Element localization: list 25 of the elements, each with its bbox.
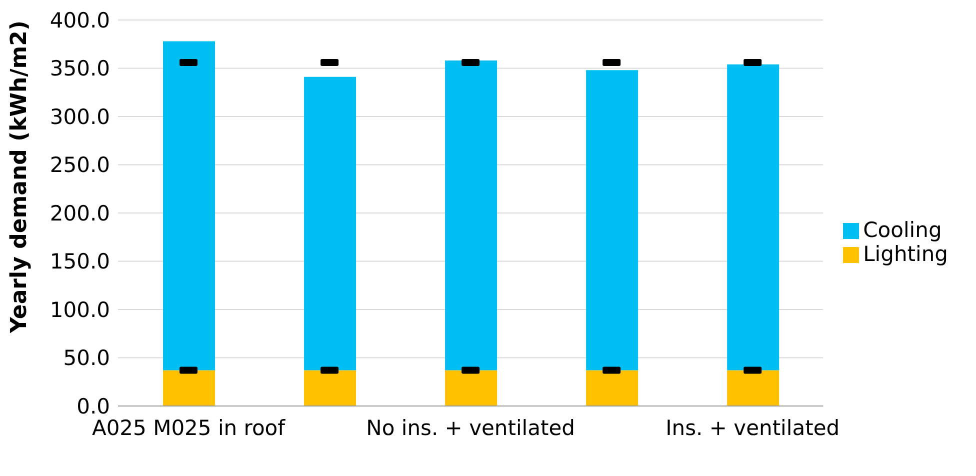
bar — [304, 76, 356, 370]
bar — [445, 370, 498, 406]
legend-label: Cooling — [863, 218, 942, 242]
bar — [163, 41, 215, 370]
bar — [727, 370, 780, 406]
bar — [586, 70, 638, 370]
y-tick-label: 100.0 — [50, 298, 110, 322]
bar — [304, 370, 356, 406]
y-tick-label: 0.0 — [76, 394, 110, 418]
x-tick-label: A025 M025 in roof — [92, 416, 286, 440]
bar — [163, 370, 215, 406]
y-tick-label: 350.0 — [50, 56, 110, 81]
y-tick-label: 150.0 — [50, 250, 110, 274]
bar — [727, 64, 780, 370]
y-tick-label: 300.0 — [50, 104, 110, 129]
x-tick-label: No ins. + ventilated — [366, 416, 575, 440]
bar — [445, 60, 498, 370]
y-tick-label: 400.0 — [50, 8, 110, 32]
y-axis-title: Yearly demand (kWh/m2) — [6, 20, 32, 334]
y-tick-label: 200.0 — [50, 201, 110, 226]
bar — [586, 370, 638, 406]
y-tick-label: 50.0 — [63, 346, 110, 370]
y-tick-label: 250.0 — [50, 153, 110, 178]
legend-label: Lighting — [863, 242, 948, 266]
x-tick-label: Ins. + ventilated — [666, 416, 840, 440]
